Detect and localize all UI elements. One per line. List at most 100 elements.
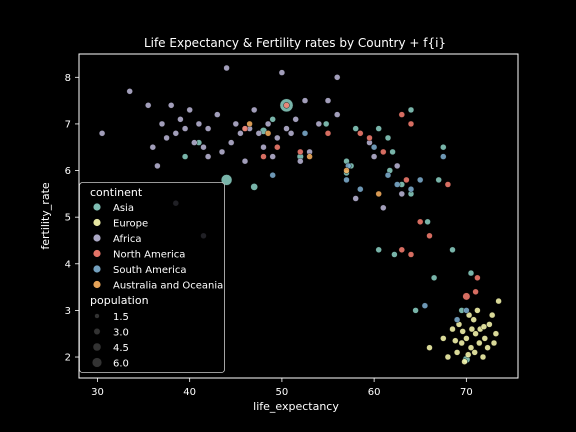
legend-size-marker — [94, 313, 100, 319]
data-point — [424, 218, 431, 225]
data-point — [323, 120, 330, 128]
y-axis-ticks: 2 3 4 5 6 7 8 — [65, 73, 79, 364]
series-north-america — [241, 102, 481, 301]
legend-size-label: 4.5 — [113, 343, 129, 354]
data-point — [380, 204, 387, 211]
data-point — [352, 195, 359, 202]
y-axis-label: fertility_rate — [39, 182, 52, 250]
data-point — [375, 125, 382, 132]
data-point — [486, 321, 493, 328]
legend-marker — [93, 203, 101, 211]
data-point — [426, 232, 433, 239]
data-point — [343, 176, 350, 184]
data-point — [246, 120, 253, 128]
data-point — [241, 158, 249, 165]
data-point — [375, 190, 382, 198]
data-point — [297, 148, 304, 156]
legend-label: Australia and Oceania — [113, 280, 223, 291]
data-point — [449, 325, 456, 333]
data-point — [269, 153, 276, 160]
data-point — [421, 302, 429, 309]
data-point — [370, 153, 378, 160]
data-point — [250, 183, 258, 191]
data-point — [463, 307, 470, 314]
data-point — [195, 120, 203, 128]
data-point — [407, 106, 415, 114]
data-point — [228, 139, 235, 146]
data-point — [471, 349, 478, 356]
data-point — [274, 134, 281, 142]
data-point — [398, 111, 405, 118]
data-point — [283, 102, 290, 109]
data-point — [398, 246, 405, 253]
data-point — [154, 162, 161, 170]
data-point — [357, 130, 364, 137]
data-point — [287, 130, 295, 137]
data-point — [489, 311, 496, 319]
data-point — [269, 116, 276, 123]
data-point — [264, 120, 272, 128]
data-point — [412, 307, 419, 314]
data-point — [467, 269, 475, 277]
data-point — [444, 353, 452, 361]
series-europe — [426, 297, 502, 365]
y-tick-label: 2 — [65, 353, 71, 364]
data-point — [490, 339, 498, 347]
data-point — [269, 172, 276, 179]
legend-size-label: 1.5 — [113, 312, 129, 323]
data-point — [260, 144, 267, 151]
data-point — [468, 325, 476, 333]
data-point — [453, 349, 461, 356]
data-point — [453, 316, 461, 323]
data-point — [241, 125, 249, 132]
data-point — [334, 74, 341, 81]
data-point — [462, 292, 471, 301]
data-point — [444, 181, 452, 188]
x-tick-label: 60 — [368, 387, 381, 398]
data-point — [472, 330, 479, 337]
data-point — [370, 144, 378, 151]
chart-title: Life Expectancy & Fertility rates by Cou… — [144, 36, 446, 50]
data-point — [126, 88, 133, 95]
data-point — [301, 97, 309, 104]
data-point — [495, 297, 502, 305]
data-point — [465, 351, 472, 358]
x-axis-label: life_expectancy — [253, 400, 339, 413]
x-tick-label: 40 — [183, 387, 196, 398]
legend-label: Europe — [113, 218, 148, 229]
legend-size-marker — [93, 328, 101, 335]
y-tick-label: 3 — [65, 306, 71, 317]
data-point — [459, 328, 466, 335]
data-point — [204, 153, 212, 160]
data-point — [220, 174, 233, 186]
x-tick-label: 30 — [91, 387, 104, 398]
data-point — [264, 130, 272, 137]
data-point — [467, 344, 475, 351]
data-point — [492, 330, 500, 337]
data-point — [479, 353, 487, 361]
legend-hue-title: continent — [90, 186, 143, 199]
legend-marker — [93, 234, 101, 242]
data-point — [461, 358, 468, 365]
data-point — [435, 176, 442, 184]
x-axis-ticks: 30 40 50 60 70 — [91, 378, 473, 398]
legend-marker — [93, 265, 101, 273]
data-point — [352, 125, 359, 132]
data-point — [394, 162, 401, 170]
data-point — [334, 111, 341, 118]
x-tick-label: 70 — [460, 387, 473, 398]
legend-size-label: 6.0 — [113, 358, 129, 369]
legend-label: Africa — [113, 234, 142, 245]
series-asia — [181, 98, 475, 364]
data-point — [274, 144, 281, 151]
data-point — [324, 130, 332, 137]
legend-size-label: 3.0 — [113, 327, 129, 338]
legend-marker — [93, 249, 101, 258]
data-point — [357, 186, 364, 193]
y-tick-label: 4 — [65, 259, 71, 270]
x-tick-label: 50 — [276, 387, 289, 398]
data-point — [375, 246, 382, 253]
data-point — [204, 125, 212, 132]
data-point — [384, 134, 392, 142]
data-point — [181, 153, 189, 160]
